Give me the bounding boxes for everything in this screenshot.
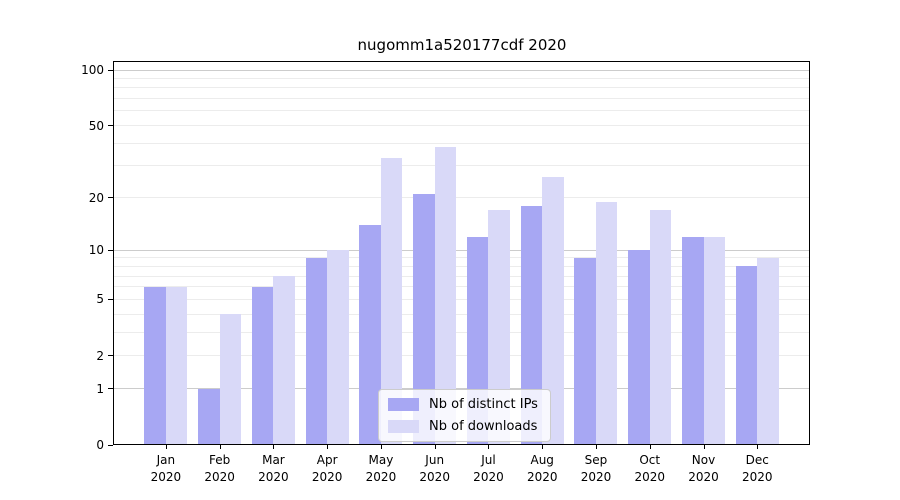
gridline-minor (114, 313, 809, 315)
bar[interactable] (380, 158, 403, 444)
bar[interactable] (488, 210, 510, 444)
legend-label-downloads: Nb of downloads (429, 419, 538, 434)
bar[interactable] (703, 236, 725, 444)
gridline-minor (114, 98, 809, 100)
x-tick-label: Apr 2020 (311, 453, 343, 484)
y-tick-label: 1 (96, 381, 104, 396)
bar[interactable] (434, 147, 457, 444)
y-tick-label: 2 (96, 348, 104, 363)
y-tick-label: 20 (88, 190, 104, 205)
bar[interactable] (757, 257, 779, 444)
gridline-minor (114, 275, 809, 277)
x-axis-tick (488, 445, 490, 449)
bar[interactable] (251, 286, 274, 444)
bar[interactable] (649, 210, 672, 444)
gridline-minor (114, 331, 809, 333)
x-tick-label: Oct 2020 (634, 453, 666, 484)
y-tick-label: 0 (96, 438, 104, 452)
gridline-minor (114, 355, 809, 357)
gridline-minor (114, 110, 809, 112)
bar[interactable] (735, 266, 758, 444)
gridline-minor (114, 87, 809, 89)
y-tick-label: 50 (88, 118, 104, 133)
y-axis-tick (108, 355, 113, 357)
bar[interactable] (595, 201, 618, 444)
y-axis-tick (108, 298, 113, 300)
bar[interactable] (359, 224, 381, 444)
x-axis-tick (219, 445, 221, 449)
legend: Nb of distinct IPs Nb of downloads (378, 389, 551, 442)
x-tick-label: Jan 2020 (150, 453, 182, 484)
gridline-minor (114, 77, 809, 79)
x-tick-label: Mar 2020 (258, 453, 289, 484)
x-axis-tick (273, 445, 275, 449)
gridline-major (114, 69, 809, 71)
x-tick-label: Nov 2020 (688, 453, 719, 484)
gridline-minor (114, 142, 809, 144)
y-axis-tick (108, 197, 113, 199)
bar[interactable] (574, 257, 596, 444)
bar[interactable] (305, 257, 328, 444)
x-axis-tick (380, 445, 382, 449)
y-axis-tick (108, 249, 113, 251)
gridline-minor (114, 197, 809, 199)
gridline-minor (114, 165, 809, 167)
y-axis-tick (108, 125, 113, 127)
bar[interactable] (144, 286, 166, 444)
y-axis-tick (108, 388, 113, 390)
y-axis-tick (108, 444, 113, 446)
y-tick-label: 100 (81, 63, 104, 77)
gridline-minor (114, 286, 809, 288)
x-axis-tick (703, 445, 705, 449)
bar[interactable] (413, 193, 435, 444)
x-axis-tick (165, 445, 167, 449)
bar[interactable] (273, 276, 295, 444)
legend-swatch-distinct-ips (388, 398, 419, 411)
bar[interactable] (542, 177, 564, 444)
x-tick-label: Sep 2020 (580, 453, 612, 484)
chart-title: nugomm1a520177cdf 2020 (357, 36, 567, 54)
y-tick-label: 5 (96, 292, 104, 307)
gridline-major (114, 388, 809, 390)
y-tick-label: 10 (88, 243, 104, 258)
legend-item-distinct-ips[interactable]: Nb of distinct IPs (388, 397, 538, 412)
bar[interactable] (682, 236, 704, 444)
gridline-minor (114, 265, 809, 267)
gridline-major (114, 249, 809, 251)
bar[interactable] (628, 250, 650, 444)
x-tick-label: Aug 2020 (526, 453, 558, 484)
legend-item-downloads[interactable]: Nb of downloads (388, 419, 538, 434)
x-axis-tick (595, 445, 597, 449)
legend-label-distinct-ips: Nb of distinct IPs (429, 397, 538, 412)
x-tick-label: Dec 2020 (741, 453, 773, 484)
x-tick-label: May 2020 (365, 453, 397, 484)
x-axis-tick (757, 445, 759, 449)
bar[interactable] (327, 250, 349, 444)
gridline-minor (114, 125, 809, 127)
x-tick-label: Jun 2020 (419, 453, 450, 484)
x-tick-label: Jul 2020 (473, 453, 504, 484)
gridline-minor (114, 257, 809, 259)
gridline-minor (114, 298, 809, 300)
x-tick-label: Feb 2020 (204, 453, 235, 484)
bar[interactable] (520, 205, 543, 444)
bar[interactable] (219, 314, 242, 444)
bar[interactable] (198, 388, 220, 444)
x-axis-tick (542, 445, 544, 449)
x-axis-tick (434, 445, 436, 449)
legend-swatch-downloads (388, 420, 419, 433)
x-axis-tick (649, 445, 651, 449)
y-axis-tick (108, 69, 113, 71)
bar[interactable] (165, 286, 188, 444)
x-axis-tick (327, 445, 329, 449)
